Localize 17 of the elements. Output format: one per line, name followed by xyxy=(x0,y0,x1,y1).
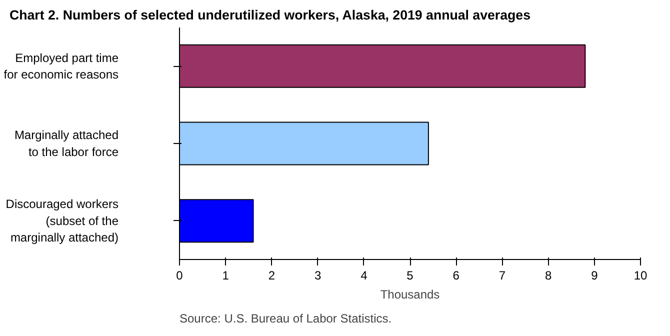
source-note: Source: U.S. Bureau of Labor Statistics. xyxy=(180,312,392,326)
x-tick-label: 4 xyxy=(360,268,368,282)
x-tick-label: 8 xyxy=(544,268,552,282)
x-tick-label: 5 xyxy=(406,268,414,282)
x-tick-label: 0 xyxy=(176,268,184,282)
y-tick-label: Employed part time for economic reasons xyxy=(4,50,119,82)
y-tick-label: Marginally attached to the labor force xyxy=(14,128,119,159)
x-tick-label: 9 xyxy=(591,268,598,282)
x-tick-label: 6 xyxy=(452,268,460,282)
y-tick-label: Discouraged workers (subset of the marginally attached) xyxy=(6,197,119,245)
x-axis-title: Thousands xyxy=(380,288,440,302)
x-tick-label: 7 xyxy=(498,268,506,282)
x-tick-label: 1 xyxy=(222,268,230,282)
x-tick-label: 2 xyxy=(268,268,276,282)
chart-title: Chart 2. Numbers of selected underutilized workers, Alaska, 2019 annual averages xyxy=(10,8,530,22)
x-tick-label: 3 xyxy=(314,268,322,282)
x-tick-label: 10 xyxy=(634,268,648,282)
